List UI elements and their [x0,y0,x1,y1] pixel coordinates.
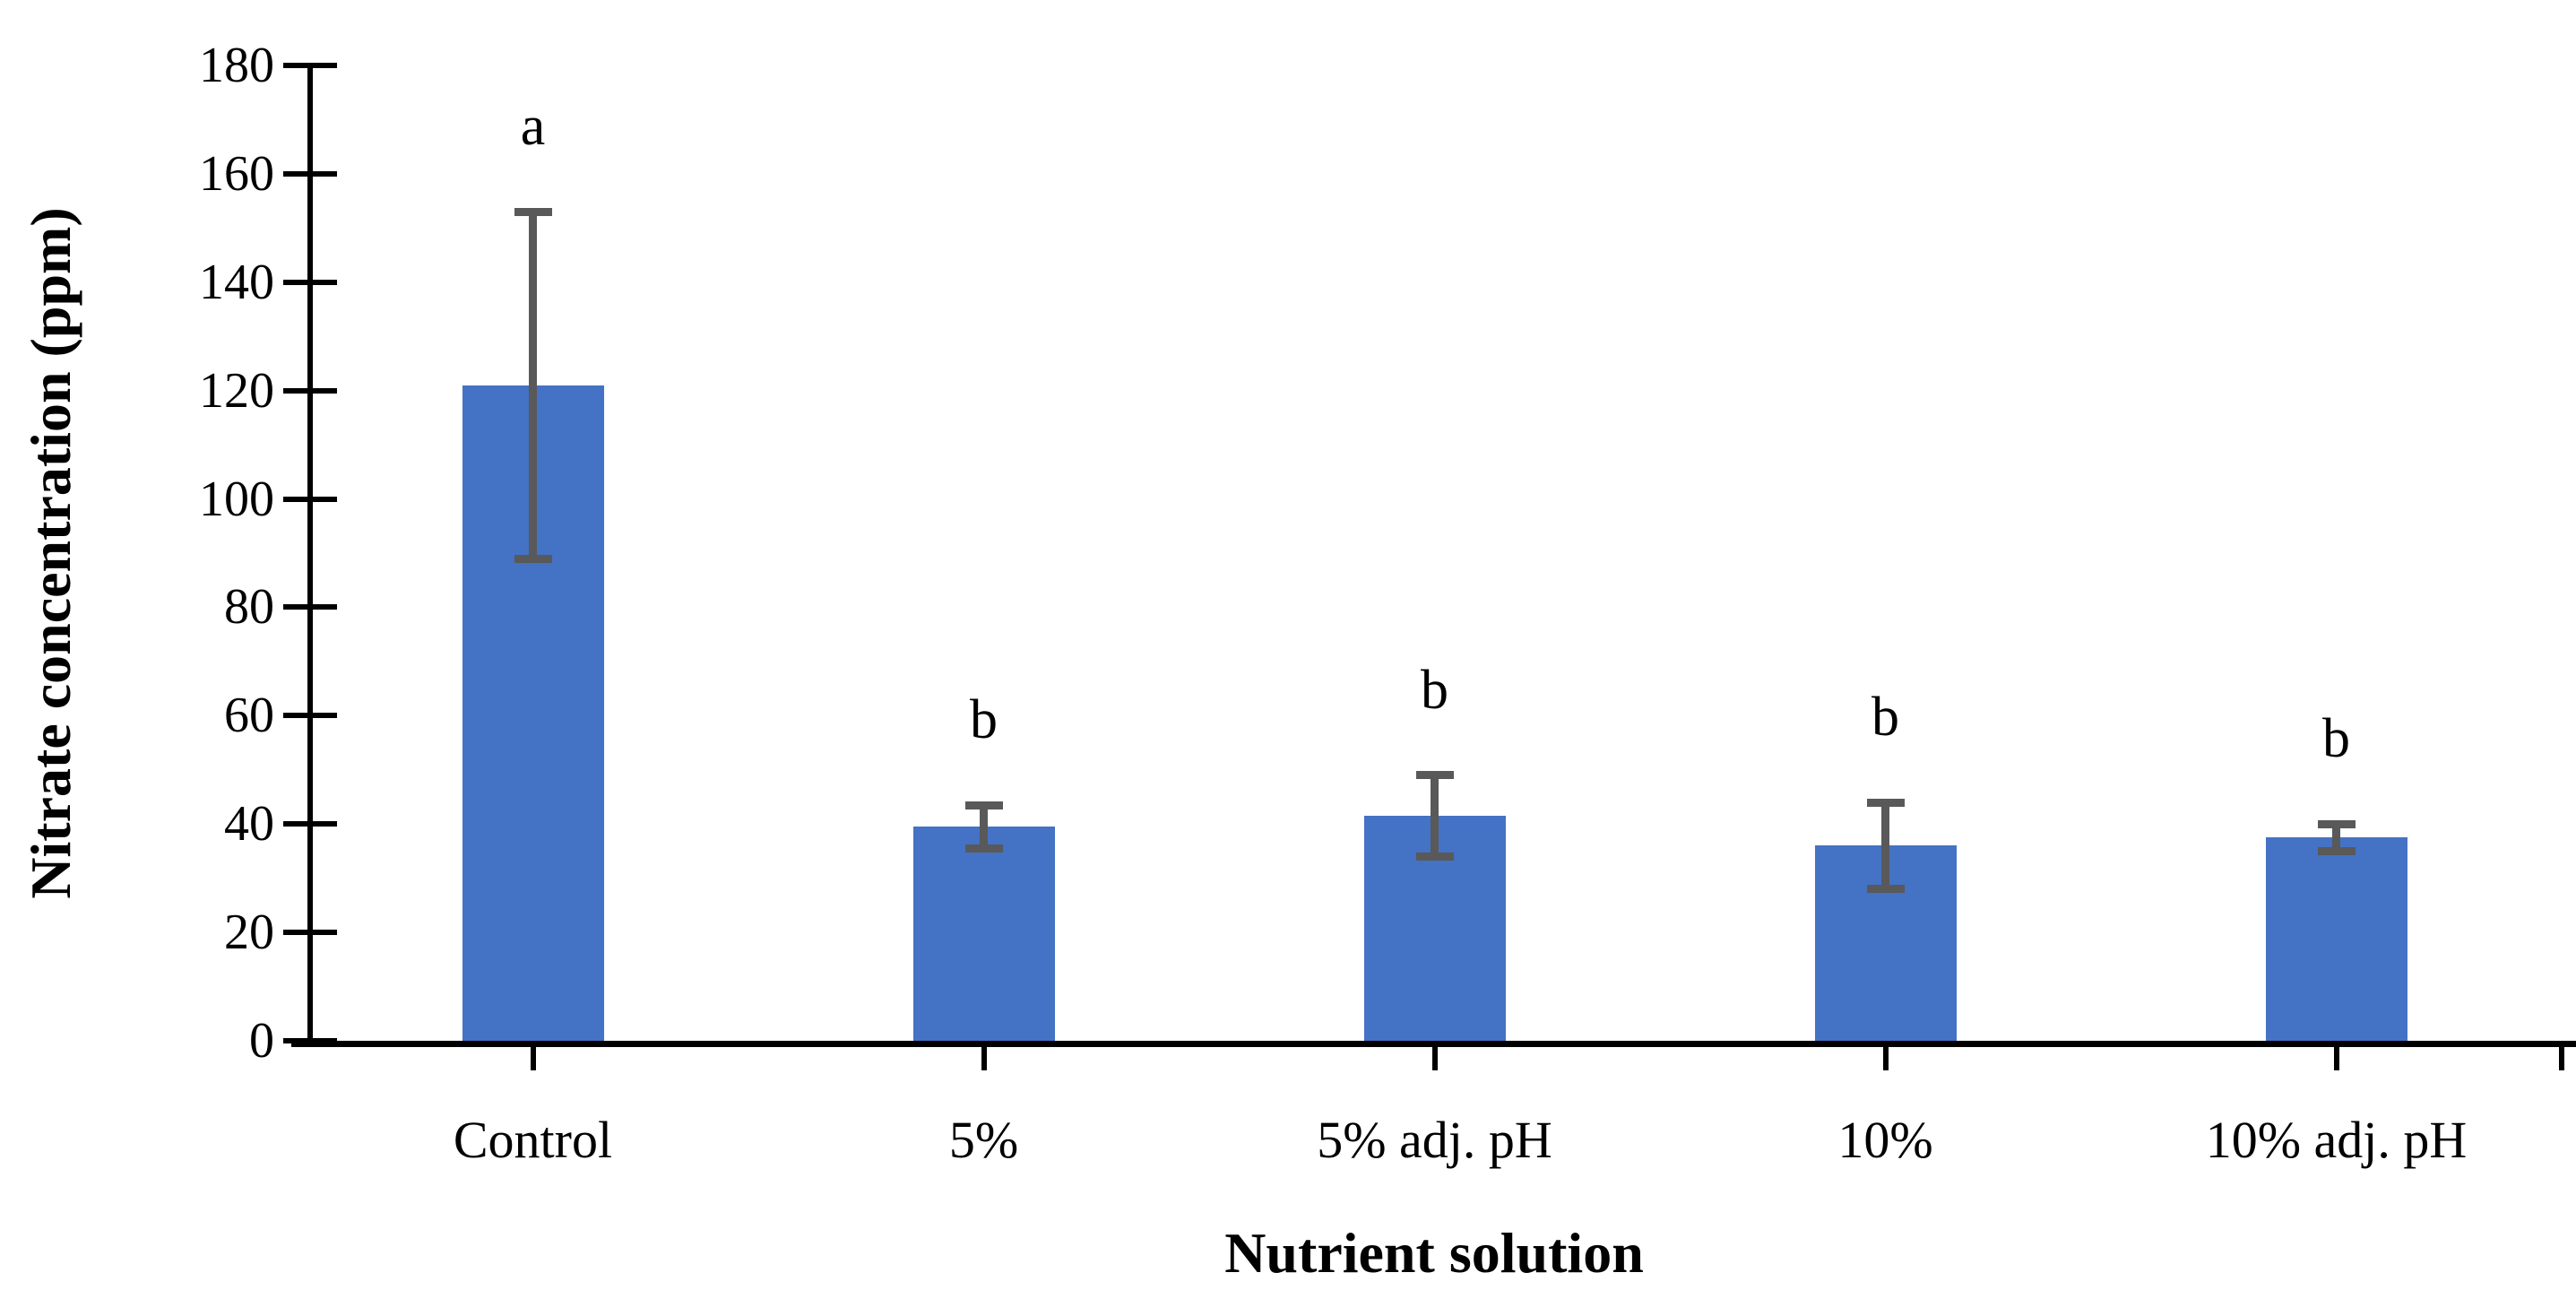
y-tick-label: 100 [199,471,274,527]
y-tick [283,496,337,502]
error-bar-cap-top [2317,819,2356,828]
y-tick-label: 140 [199,254,274,310]
significance-letter: b [1871,687,1899,749]
x-tick [2333,1047,2339,1070]
category-label: 5% [948,1111,1019,1169]
bar [912,827,1055,1041]
error-bar-line [2332,824,2340,852]
y-tick [283,387,337,394]
x-axis-line [291,1041,2576,1047]
error-bar-line [1881,802,1889,889]
error-bar-cap-top [1866,798,1905,807]
y-tick-label: 120 [199,362,274,419]
error-bar-cap-bottom [964,844,1003,853]
x-tick [530,1047,536,1070]
y-tick-label: 160 [199,145,274,202]
category-label: Control [453,1111,613,1169]
error-bar-cap-top [964,801,1003,810]
y-tick-label: 20 [224,905,274,961]
error-bar-cap-bottom [514,554,552,563]
y-tick [283,930,337,936]
y-tick [283,821,337,827]
x-tick [1882,1047,1889,1070]
significance-letter: b [1421,659,1448,721]
error-bar-cap-top [1415,771,1454,780]
bar [2265,837,2407,1041]
y-tick [283,170,337,177]
x-tick [981,1047,987,1070]
y-tick [283,604,337,610]
x-axis-end-tick [2559,1047,2564,1070]
category-label: 10% [1837,1111,1933,1169]
y-axis-line [307,65,313,1047]
y-tick [283,713,337,719]
y-tick-label: 0 [249,1013,274,1069]
y-tick [283,63,337,68]
error-bar-cap-top [514,207,552,216]
category-label: 10% adj. pH [2205,1111,2468,1169]
significance-letter: b [970,689,998,751]
error-bar-cap-bottom [2317,846,2356,855]
error-bar-cap-bottom [1415,852,1454,861]
y-tick-label: 40 [224,796,274,853]
x-axis-title: Nutrient solution [1224,1221,1644,1285]
error-bar-line [529,212,537,559]
significance-letter: b [2322,708,2350,770]
y-tick-label: 60 [224,688,274,744]
error-bar-line [980,805,988,849]
y-tick-label: 80 [224,579,274,636]
significance-letter: a [520,96,546,158]
y-tick [283,279,337,285]
y-tick-label: 180 [199,38,274,93]
x-tick [1431,1047,1438,1070]
category-label: 5% adj. pH [1317,1111,1552,1169]
error-bar-cap-bottom [1866,885,1905,894]
y-tick [283,1038,337,1043]
error-bar-line [1431,775,1439,857]
